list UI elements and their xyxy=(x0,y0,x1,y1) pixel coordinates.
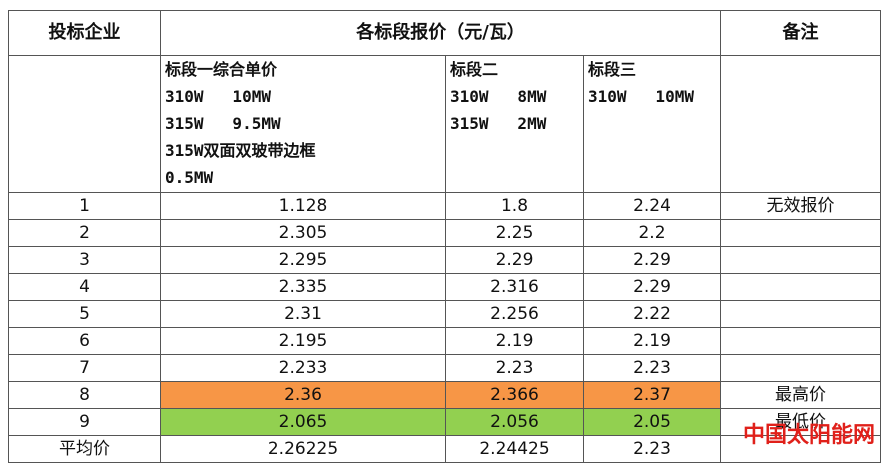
header-row: 投标企业 各标段报价（元/瓦） 备注 xyxy=(8,10,881,56)
data-cell: 2.065 xyxy=(160,408,446,436)
data-cell: 平均价 xyxy=(8,435,161,463)
data-cell xyxy=(720,354,881,382)
data-row: 平均价 2.26225 2.24425 2.23 xyxy=(8,435,881,463)
bid-table: 投标企业 各标段报价（元/瓦） 备注标段一综合单价 310W 10MW 315W 9.5… xyxy=(8,10,881,463)
data-cell: 2.366 xyxy=(445,381,584,409)
subheader-line: 310W 8MW xyxy=(450,87,547,106)
data-cell: 2.295 xyxy=(160,246,446,274)
watermark: 中国太阳能网 xyxy=(742,423,875,448)
data-cell: 2.23 xyxy=(583,354,721,382)
empty-cell xyxy=(8,55,161,193)
data-cell: 2.24 xyxy=(583,192,721,220)
subheader-line: 310W 10MW xyxy=(165,87,271,106)
data-cell: 2.25 xyxy=(445,219,584,247)
data-cell: 2 xyxy=(8,219,161,247)
data-cell: 8 xyxy=(8,381,161,409)
header-cell: 投标企业 xyxy=(8,10,161,56)
subheader-line: 310W 10MW xyxy=(588,87,694,106)
data-row: 2 2.305 2.25 2.2 xyxy=(8,219,881,247)
data-cell: 1.8 xyxy=(445,192,584,220)
data-cell: 2.05 xyxy=(583,408,721,436)
data-cell: 2.316 xyxy=(445,273,584,301)
data-cell: 2.29 xyxy=(445,246,584,274)
data-cell: 2.233 xyxy=(160,354,446,382)
data-cell: 最高价 xyxy=(720,381,881,409)
data-cell: 7 xyxy=(8,354,161,382)
data-row: 4 2.335 2.316 2.29 xyxy=(8,273,881,301)
data-cell: 2.19 xyxy=(583,327,721,355)
subheader-line: 0.5MW xyxy=(165,168,214,187)
data-cell xyxy=(720,300,881,328)
data-cell: 3 xyxy=(8,246,161,274)
subheader-line: 标段二 xyxy=(450,60,499,79)
data-cell: 2.29 xyxy=(583,273,721,301)
data-cell: 6 xyxy=(8,327,161,355)
data-cell: 2.36 xyxy=(160,381,446,409)
data-cell: 无效报价 xyxy=(720,192,881,220)
subheader-line: 标段三 xyxy=(588,60,637,79)
data-cell: 2.22 xyxy=(583,300,721,328)
data-cell: 2.195 xyxy=(160,327,446,355)
data-cell xyxy=(720,435,881,463)
data-cell: 2.23 xyxy=(445,354,584,382)
data-cell: 1.128 xyxy=(160,192,446,220)
data-cell: 2.24425 xyxy=(445,435,584,463)
data-cell: 2.26225 xyxy=(160,435,446,463)
subheader-line: 标段一综合单价 xyxy=(165,60,278,79)
data-cell xyxy=(720,219,881,247)
data-row: 1 1.128 1.8 2.24 无效报价 xyxy=(8,192,881,220)
data-row: 7 2.233 2.23 2.23 xyxy=(8,354,881,382)
data-cell: 2.19 xyxy=(445,327,584,355)
subheader-line: 315W 2MW xyxy=(450,114,547,133)
data-cell xyxy=(720,273,881,301)
subheader-line: 315W双面双玻带边框 xyxy=(165,141,316,160)
subheader-line: 315W 9.5MW xyxy=(165,114,281,133)
subheader-cell: 标段三 310W 10MW xyxy=(583,55,721,193)
data-cell: 4 xyxy=(8,273,161,301)
subheader-cell: 标段一综合单价 310W 10MW 315W 9.5MW 315W双面双玻带边框 0.5… xyxy=(160,55,446,193)
data-cell: 2.29 xyxy=(583,246,721,274)
data-row: 5 2.31 2.256 2.22 xyxy=(8,300,881,328)
header-cell: 备注 xyxy=(720,10,881,56)
data-cell: 2.056 xyxy=(445,408,584,436)
subheader-row: 标段一综合单价 310W 10MW 315W 9.5MW 315W双面双玻带边框 0.5… xyxy=(8,55,881,193)
data-cell xyxy=(720,246,881,274)
data-cell: 2.256 xyxy=(445,300,584,328)
data-cell xyxy=(720,327,881,355)
data-row: 9 2.065 2.056 2.05 最低价 xyxy=(8,408,881,436)
header-cell: 各标段报价（元/瓦） xyxy=(160,10,721,56)
data-cell: 2.23 xyxy=(583,435,721,463)
data-cell: 5 xyxy=(8,300,161,328)
data-cell: 1 xyxy=(8,192,161,220)
data-cell: 2.2 xyxy=(583,219,721,247)
data-row: 3 2.295 2.29 2.29 xyxy=(8,246,881,274)
data-cell: 2.31 xyxy=(160,300,446,328)
data-cell: 2.335 xyxy=(160,273,446,301)
empty-cell xyxy=(720,55,881,193)
data-cell: 9 xyxy=(8,408,161,436)
data-row: 6 2.195 2.19 2.19 xyxy=(8,327,881,355)
data-cell: 2.37 xyxy=(583,381,721,409)
subheader-cell: 标段二 310W 8MW 315W 2MW xyxy=(445,55,584,193)
data-cell: 2.305 xyxy=(160,219,446,247)
data-row: 8 2.36 2.366 2.37 最高价 xyxy=(8,381,881,409)
